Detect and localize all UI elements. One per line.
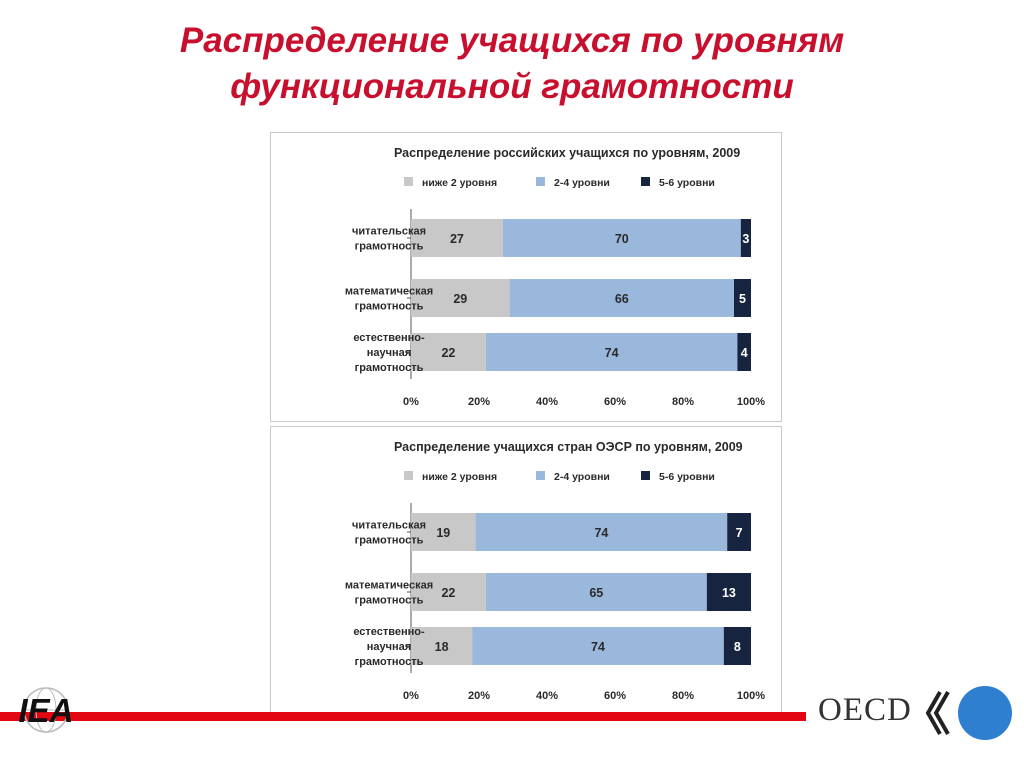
slide-title-line-2: функциональной грамотности: [230, 67, 794, 106]
value-label-reading-levels-5-6: 7: [736, 526, 743, 540]
legend-label-below-2: ниже 2 уровня: [422, 471, 497, 483]
oecd-logo-mark: [925, 686, 1012, 740]
value-label-reading-levels-2-4: 70: [615, 232, 629, 246]
value-label-reading-below-2: 27: [450, 232, 464, 246]
value-label-reading-levels-2-4: 74: [594, 526, 608, 540]
value-label-science-levels-5-6: 4: [741, 346, 748, 360]
bar-math-below-2: [411, 573, 486, 611]
iea-logo-text: IEA: [18, 692, 73, 729]
category-label-reading: читательская грамотность: [352, 520, 426, 547]
legend-label-levels-2-4: 2-4 уровни: [554, 177, 610, 189]
bar-science-levels-5-6: [723, 627, 751, 665]
bar-science-below-2: [411, 627, 473, 665]
legend-swatch-levels-2-4: [536, 471, 545, 480]
bar-science-below-2: [411, 333, 486, 371]
bar-reading-levels-2-4: [475, 513, 728, 551]
x-tick-label: 40%: [536, 396, 558, 408]
bar-reading-levels-2-4: [502, 219, 741, 257]
footer-red-bar: [0, 712, 806, 721]
x-tick-label: 60%: [604, 690, 626, 702]
category-label-math: математическая грамотность: [345, 286, 433, 313]
value-label-reading-levels-5-6: 3: [742, 232, 749, 246]
value-label-math-levels-5-6: 5: [739, 292, 746, 306]
bar-reading-below-2: [411, 219, 503, 257]
x-tick-label: 0%: [403, 690, 419, 702]
oecd-chart-panel: Распределение учащихся стран ОЭСР по уро…: [270, 426, 782, 714]
x-tick-label: 80%: [672, 690, 694, 702]
legend-label-levels-5-6: 5-6 уровни: [659, 177, 715, 189]
oecd-chart: Распределение учащихся стран ОЭСР по уро…: [345, 440, 765, 702]
value-label-science-below-2: 22: [441, 346, 455, 360]
category-label-science: естественно-научная грамотность: [353, 332, 425, 374]
value-label-science-below-2: 18: [435, 640, 449, 654]
value-label-math-levels-5-6: 13: [722, 586, 736, 600]
russia-chart-panel: Распределение российских учащихся по уро…: [270, 132, 782, 422]
value-label-reading-below-2: 19: [436, 526, 450, 540]
bar-math-levels-5-6: [706, 573, 751, 611]
x-tick-label: 100%: [737, 690, 765, 702]
bar-reading-below-2: [411, 513, 476, 551]
slide-title-line-1: Распределение учащихся по уровням: [179, 21, 845, 60]
legend-swatch-below-2: [404, 471, 413, 480]
slide-title: Распределение учащихся по уровням функци…: [0, 18, 1024, 110]
chart-title: Распределение российских учащихся по уро…: [394, 146, 740, 160]
x-tick-label: 20%: [468, 690, 490, 702]
x-tick-label: 80%: [672, 396, 694, 408]
category-label-science: естественно-научная грамотность: [353, 626, 425, 668]
legend-swatch-levels-5-6: [641, 471, 650, 480]
bar-math-levels-2-4: [485, 573, 707, 611]
bar-science-levels-2-4: [485, 333, 738, 371]
value-label-math-levels-2-4: 65: [589, 586, 603, 600]
legend-label-levels-2-4: 2-4 уровни: [554, 471, 610, 483]
russia-chart: Распределение российских учащихся по уро…: [345, 146, 765, 408]
x-tick-label: 0%: [403, 396, 419, 408]
category-label-reading: читательская грамотность: [352, 226, 426, 253]
x-tick-label: 100%: [737, 396, 765, 408]
legend-swatch-levels-2-4: [536, 177, 545, 186]
legend-swatch-below-2: [404, 177, 413, 186]
legend-label-below-2: ниже 2 уровня: [422, 177, 497, 189]
bar-reading-levels-5-6: [727, 513, 751, 551]
x-tick-label: 40%: [536, 690, 558, 702]
category-label-math: математическая грамотность: [345, 580, 433, 607]
x-tick-label: 60%: [604, 396, 626, 408]
value-label-math-below-2: 29: [453, 292, 467, 306]
iea-logo: IEA: [18, 687, 74, 733]
legend-label-levels-5-6: 5-6 уровни: [659, 471, 715, 483]
value-label-math-levels-2-4: 66: [615, 292, 629, 306]
bar-math-levels-2-4: [509, 279, 734, 317]
oecd-circle-icon: [958, 686, 1012, 740]
bar-science-levels-5-6: [737, 333, 751, 371]
bar-math-levels-5-6: [734, 279, 751, 317]
value-label-science-levels-2-4: 74: [605, 346, 619, 360]
bar-reading-levels-5-6: [740, 219, 751, 257]
value-label-science-levels-2-4: 74: [591, 640, 605, 654]
chart-title: Распределение учащихся стран ОЭСР по уро…: [394, 440, 743, 454]
value-label-science-levels-5-6: 8: [734, 640, 741, 654]
bar-math-below-2: [411, 279, 510, 317]
value-label-math-below-2: 22: [441, 586, 455, 600]
bar-science-levels-2-4: [472, 627, 724, 665]
x-tick-label: 20%: [468, 396, 490, 408]
legend-swatch-levels-5-6: [641, 177, 650, 186]
oecd-logo-text: OECD: [818, 692, 912, 728]
